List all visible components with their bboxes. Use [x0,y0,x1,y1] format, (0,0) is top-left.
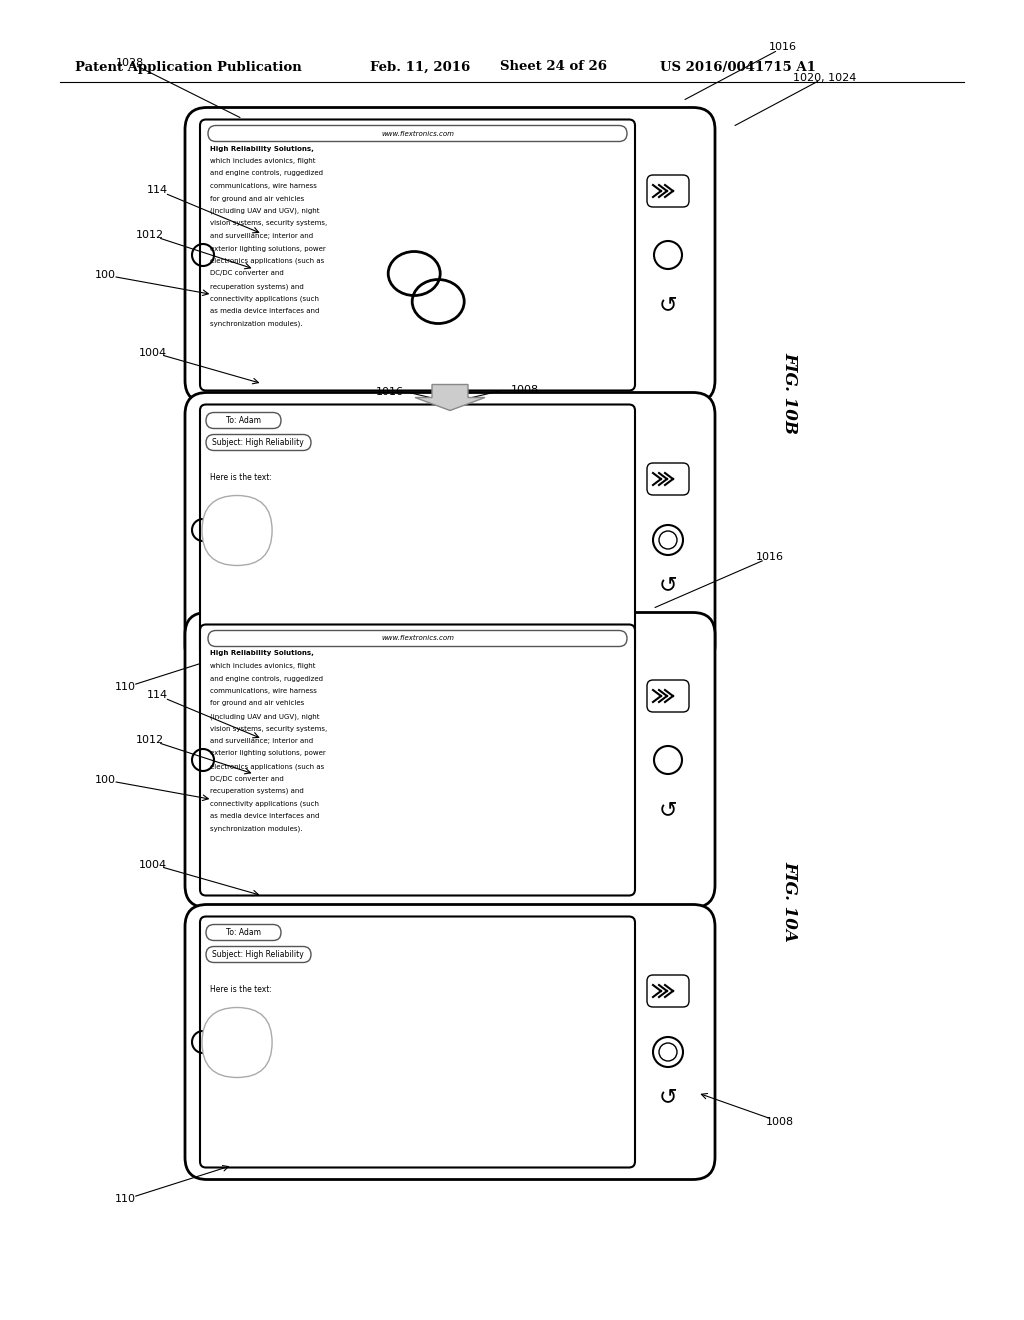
Text: US 2016/0041715 A1: US 2016/0041715 A1 [660,61,816,74]
Text: 1012: 1012 [136,230,164,240]
Text: Here is the text:: Here is the text: [210,473,272,482]
Text: Feb. 11, 2016: Feb. 11, 2016 [370,61,470,74]
Text: 1008: 1008 [511,384,539,395]
Text: communications, wire harness: communications, wire harness [210,688,316,694]
Text: To: Adam: To: Adam [225,416,260,425]
Text: 110: 110 [115,682,135,693]
FancyBboxPatch shape [647,680,689,711]
FancyBboxPatch shape [185,904,715,1180]
Text: connectivity applications (such: connectivity applications (such [210,800,319,807]
FancyBboxPatch shape [185,107,715,403]
Text: Here is the text:: Here is the text: [210,985,272,994]
FancyBboxPatch shape [206,412,281,429]
FancyBboxPatch shape [200,916,635,1167]
Text: recuperation systems) and: recuperation systems) and [210,788,304,795]
Text: Subject: High Reliability: Subject: High Reliability [212,438,304,447]
FancyBboxPatch shape [206,924,281,940]
FancyBboxPatch shape [200,120,635,391]
FancyBboxPatch shape [202,495,272,565]
FancyBboxPatch shape [208,125,627,141]
Text: 114: 114 [146,185,168,195]
Text: 110: 110 [115,1195,135,1204]
Text: as media device interfaces and: as media device interfaces and [210,308,319,314]
Text: 100: 100 [94,775,116,785]
Text: electronics applications (such as: electronics applications (such as [210,257,325,264]
Text: 1004: 1004 [139,347,167,358]
Text: synchronization modules).: synchronization modules). [210,321,302,327]
Text: and surveillance; interior and: and surveillance; interior and [210,738,313,744]
Text: FIG. 10B: FIG. 10B [781,351,799,433]
Text: www.flextronics.com: www.flextronics.com [381,635,454,642]
FancyBboxPatch shape [206,946,311,962]
Text: To: Adam: To: Adam [225,928,260,937]
Text: 1004: 1004 [139,859,167,870]
Text: exterior lighting solutions, power: exterior lighting solutions, power [210,246,326,252]
Text: ↺: ↺ [658,576,677,595]
Text: DC/DC converter and: DC/DC converter and [210,776,284,781]
FancyBboxPatch shape [185,612,715,908]
Text: exterior lighting solutions, power: exterior lighting solutions, power [210,751,326,756]
FancyBboxPatch shape [647,463,689,495]
Polygon shape [415,384,485,411]
Text: and engine controls, ruggedized: and engine controls, ruggedized [210,676,323,681]
Text: ↺: ↺ [658,294,677,315]
Text: (including UAV and UGV), night: (including UAV and UGV), night [210,713,319,719]
Text: 1012: 1012 [136,735,164,744]
Text: connectivity applications (such: connectivity applications (such [210,296,319,302]
Text: ↺: ↺ [658,1086,677,1107]
Text: 1016: 1016 [769,42,797,53]
Text: 100: 100 [94,271,116,280]
Text: for ground and air vehicles: for ground and air vehicles [210,701,304,706]
FancyBboxPatch shape [200,624,635,895]
Text: as media device interfaces and: as media device interfaces and [210,813,319,818]
Text: 1028: 1028 [116,58,144,67]
FancyBboxPatch shape [647,975,689,1007]
Text: 1020, 1024: 1020, 1024 [794,73,857,82]
Text: which includes avionics, flight: which includes avionics, flight [210,663,315,669]
FancyBboxPatch shape [185,392,715,668]
Text: www.flextronics.com: www.flextronics.com [381,131,454,136]
FancyBboxPatch shape [647,176,689,207]
Text: 114: 114 [146,690,168,700]
Text: Subject: High Reliability: Subject: High Reliability [212,950,304,960]
Text: ↺: ↺ [658,800,677,820]
Text: and engine controls, ruggedized: and engine controls, ruggedized [210,170,323,177]
Text: High Reliability Solutions,: High Reliability Solutions, [210,145,314,152]
Text: communications, wire harness: communications, wire harness [210,183,316,189]
Text: for ground and air vehicles: for ground and air vehicles [210,195,304,202]
Text: 1016: 1016 [756,553,784,562]
Text: and surveillance; interior and: and surveillance; interior and [210,234,313,239]
Text: High Reliability Solutions,: High Reliability Solutions, [210,651,314,656]
Text: electronics applications (such as: electronics applications (such as [210,763,325,770]
Text: Sheet 24 of 26: Sheet 24 of 26 [500,61,607,74]
Text: recuperation systems) and: recuperation systems) and [210,282,304,289]
FancyBboxPatch shape [202,1007,272,1077]
FancyBboxPatch shape [200,404,635,656]
Text: DC/DC converter and: DC/DC converter and [210,271,284,276]
Text: FIG. 10A: FIG. 10A [781,861,799,941]
Text: 1016: 1016 [376,387,404,397]
FancyBboxPatch shape [208,631,627,647]
Text: 1008: 1008 [766,1117,794,1127]
Text: (including UAV and UGV), night: (including UAV and UGV), night [210,209,319,214]
Text: which includes avionics, flight: which includes avionics, flight [210,158,315,164]
Text: synchronization modules).: synchronization modules). [210,825,302,832]
Text: Patent Application Publication: Patent Application Publication [75,61,302,74]
FancyBboxPatch shape [206,434,311,450]
Text: vision systems, security systems,: vision systems, security systems, [210,726,328,731]
Text: vision systems, security systems,: vision systems, security systems, [210,220,328,227]
